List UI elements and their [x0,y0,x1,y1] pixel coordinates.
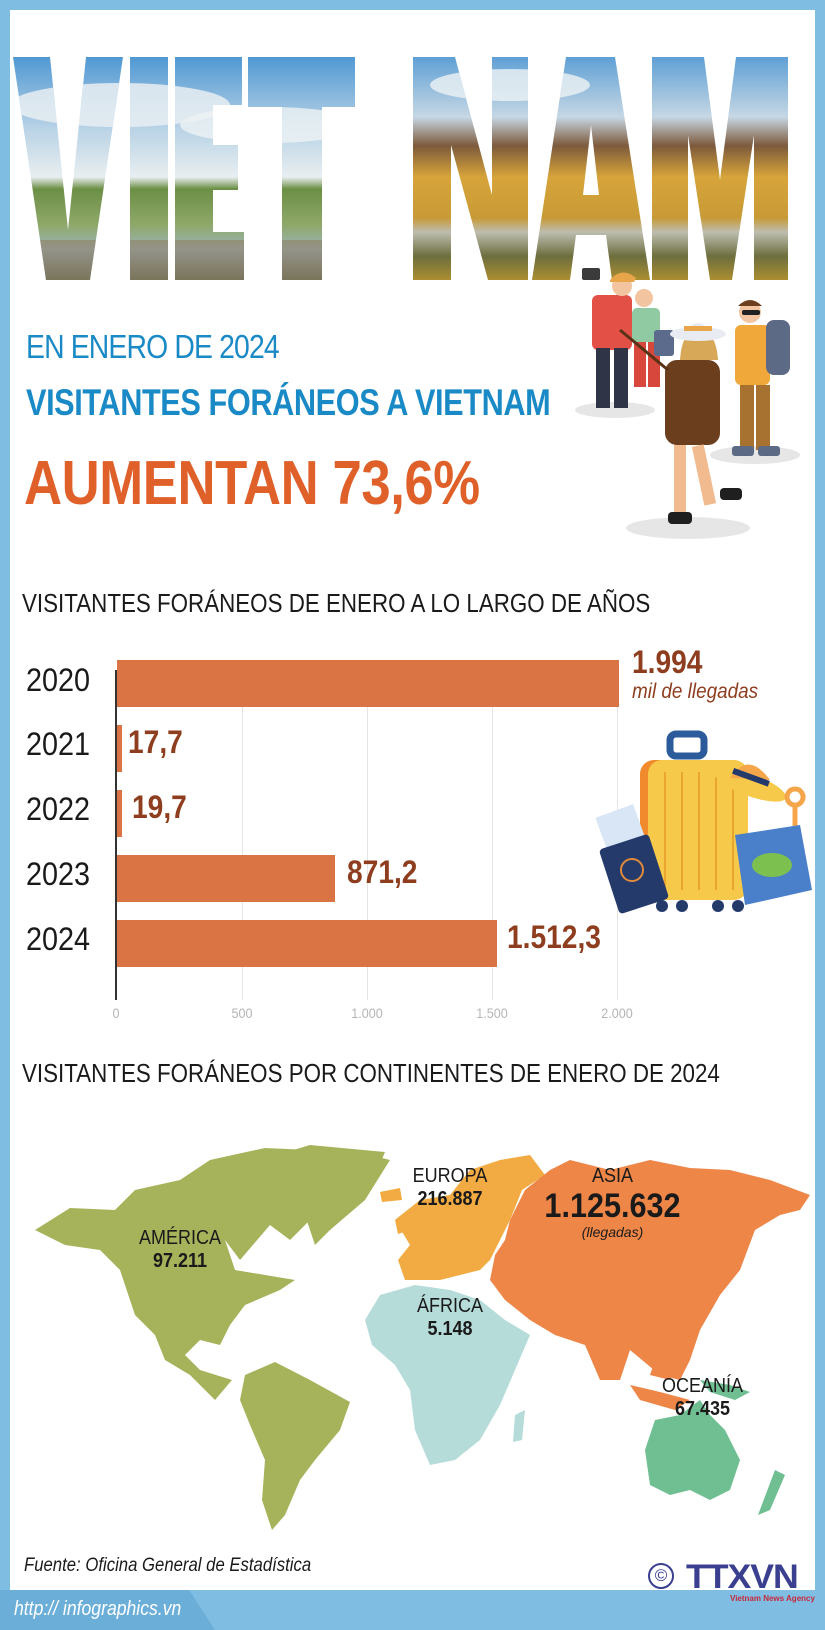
gridline-1500 [492,670,493,1000]
year-label-2021: 2021 [26,726,91,762]
oceania-value: 67.435 [674,1398,731,1420]
europa-name: EUROPA [412,1165,488,1187]
infographic-page: EN ENERO DE 2024 VISITANTES FORÁNEOS A V… [10,10,815,1590]
world-map-shapes-icon [35,1145,810,1530]
bar-value-2023: 871,2 [347,854,418,890]
headline: VISITANTES FORÁNEOS A VIETNAM [26,382,551,423]
gridline-500 [242,670,243,1000]
asia-label: ASIA 1.125.632 (llegadas) [525,1165,700,1240]
asia-name: ASIA [591,1165,634,1187]
oceania-label: OCEANÍA 67.435 [650,1375,755,1421]
year-label-2020: 2020 [26,662,91,698]
europa-value: 216.887 [417,1188,483,1210]
south-america-shape [240,1362,350,1530]
america-value: 97.211 [152,1250,208,1272]
africa-name: ÁFRICA [416,1295,484,1317]
asia-value: 1.125.632 [544,1187,681,1225]
source-note: Fuente: Oficina General de Estadística [24,1555,312,1576]
year-label-2022: 2022 [26,791,91,827]
yearly-visitors-bar-chart: 2020 1.994 mil de llegadas 2021 17,7 202… [10,644,815,1030]
tourists-illustration-icon [575,268,800,539]
year-label-2023: 2023 [26,856,91,892]
website-link[interactable]: http:// infographics.vn [14,1598,182,1620]
asia-shape [490,1160,810,1380]
asia-unit: (llegadas) [581,1224,644,1240]
bar-2021 [117,725,122,772]
bar-value-2020: 1.994 [632,644,703,680]
bar-2020 [117,660,619,707]
europa-shape [395,1155,545,1280]
url-tab [0,1590,215,1630]
tick-label-0: 0 [112,1005,120,1021]
unit-label: mil de llegadas [632,680,759,703]
logo-subtitle: Vietnam News Agency [730,1594,815,1603]
year-label-2024: 2024 [26,921,91,957]
y-axis-line [115,670,117,1000]
africa-shape [365,1285,530,1465]
world-map: AMÉRICA 97.211 EUROPA 216.887 ASIA 1.125… [10,1130,815,1530]
bar-section-title: VISITANTES FORÁNEOS DE ENERO A LO LARGO … [22,588,651,618]
copyright-icon: © [648,1563,674,1589]
bar-value-2022: 19,7 [132,789,187,825]
bar-2022 [117,790,122,837]
map-section-title: VISITANTES FORÁNEOS POR CONTINENTES DE E… [22,1058,720,1088]
tick-label-1500: 1.500 [476,1005,508,1021]
tick-label-1000: 1.000 [351,1005,383,1021]
luggage-travel-icon [595,730,812,914]
america-name: AMÉRICA [138,1227,222,1249]
bar-2024 [117,920,497,967]
ttxvn-logo: TTXVN [686,1558,799,1596]
tick-label-500: 500 [231,1005,253,1021]
africa-label: ÁFRICA 5.148 [405,1295,495,1341]
oceania-name: OCEANÍA [661,1375,744,1397]
america-label: AMÉRICA 97.211 [125,1227,235,1273]
bar-value-2024: 1.512,3 [507,919,601,955]
hero-viet-nam-photo-title [10,45,815,285]
tick-label-2000: 2.000 [601,1005,633,1021]
sub-headline: EN ENERO DE 2024 [26,328,280,365]
bar-value-2021: 17,7 [128,724,183,760]
gridline-1000 [367,670,368,1000]
big-stat-increase: AUMENTAN 73,6% [24,449,480,518]
america-shape [35,1148,390,1400]
africa-value: 5.148 [427,1318,473,1340]
hoi-an-photo-letters-icon [13,57,788,280]
europa-label: EUROPA 216.887 [400,1165,500,1211]
bar-2023 [117,855,335,902]
oceania-shape [645,1400,740,1500]
